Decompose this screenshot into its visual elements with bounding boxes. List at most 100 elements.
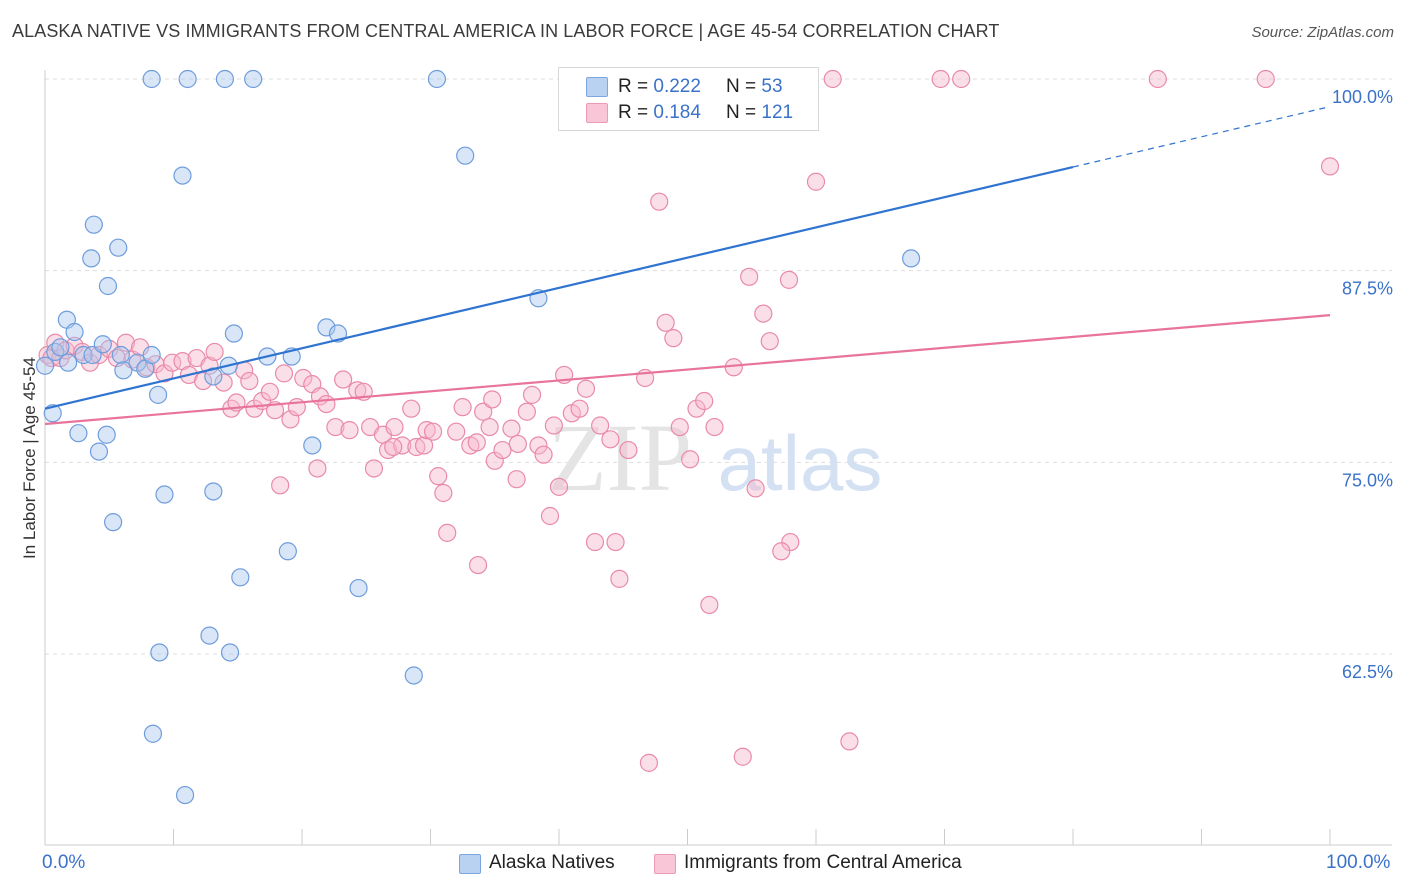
immigrants-point [549, 477, 569, 496]
immigrants-point [754, 304, 773, 323]
immigrants-point [823, 69, 842, 89]
immigrants-point [656, 313, 675, 332]
alaska-point [51, 338, 70, 357]
immigrants-point [610, 569, 629, 588]
alaska-point [104, 513, 123, 532]
alaska-point [65, 322, 84, 342]
bottom-legend-label-alaska: Alaska Natives [489, 852, 615, 873]
legend-n-label: N = [726, 102, 762, 123]
immigrants-point [1256, 69, 1275, 89]
immigrants-point [214, 373, 233, 392]
immigrants-point [205, 342, 224, 362]
alaska-point [231, 568, 250, 587]
alaska-point [456, 146, 475, 165]
alaska-trend-extension [1072, 106, 1331, 168]
legend-n-value: 121 [761, 102, 794, 123]
alaska-point [69, 424, 88, 443]
immigrants-point [502, 419, 521, 438]
immigrants-point [952, 69, 971, 89]
immigrants-point [619, 440, 638, 460]
legend-r-label: R = [618, 76, 654, 97]
immigrants-point [340, 421, 359, 440]
immigrants-point [447, 422, 466, 441]
zipatlas-watermark: ZIP atlas [548, 404, 882, 511]
legend-r-label: R = [618, 102, 654, 123]
immigrants-point [544, 416, 563, 435]
immigrants-point [1320, 157, 1340, 176]
immigrants-point [639, 753, 659, 772]
legend-r-value: 0.184 [653, 102, 701, 123]
alaska-point [317, 318, 336, 337]
immigrants-point [700, 595, 719, 615]
bottom-legend-swatch-pink [654, 854, 676, 874]
immigrants-point [402, 399, 421, 418]
immigrants-point [434, 483, 453, 503]
immigrants-point [271, 476, 290, 495]
legend-r-value: 0.222 [653, 76, 701, 97]
immigrants-point [245, 399, 264, 418]
immigrants-point [423, 422, 443, 441]
immigrants-point [772, 542, 791, 561]
alaska-point [155, 485, 174, 504]
immigrants-point [680, 450, 700, 469]
stats-legend: R = 0.222 N = 53 R = 0.184 N = 121 [558, 67, 819, 131]
immigrants-point [760, 332, 779, 351]
alaska-point [200, 626, 219, 645]
y-tick-label: 62.5% [1342, 662, 1393, 682]
immigrants-point [517, 402, 536, 421]
immigrants-point [570, 399, 589, 418]
immigrants-point [529, 436, 548, 455]
immigrants-point [534, 445, 553, 464]
alaska-point [244, 69, 263, 89]
immigrants-point [438, 523, 457, 542]
alaska-trend-line [44, 165, 1074, 410]
immigrants-point [576, 379, 596, 398]
immigrants-point [308, 459, 327, 478]
immigrants-point [670, 417, 689, 437]
alaska-point [98, 276, 118, 296]
alaska-point [215, 69, 234, 89]
axes [44, 70, 1392, 846]
alaska-point [148, 385, 168, 404]
immigrants-point [326, 417, 345, 437]
immigrants-point [417, 421, 436, 440]
immigrants-point [378, 440, 398, 460]
alaska-point [173, 166, 192, 185]
immigrants-point [100, 339, 119, 358]
alaska-point [178, 69, 197, 89]
immigrants-point [474, 402, 493, 421]
immigrants-point [507, 470, 526, 489]
immigrants-point [348, 381, 367, 400]
series-alaska-points [35, 69, 921, 805]
immigrants-point [522, 385, 542, 404]
legend-swatch-blue [586, 77, 608, 97]
alaska-point [303, 436, 322, 455]
alaska-point [175, 785, 195, 805]
immigrants-point [493, 440, 512, 460]
immigrants-point [931, 69, 950, 89]
immigrants-point [483, 390, 502, 409]
immigrants-point [840, 732, 859, 751]
alaska-point [143, 724, 163, 743]
y-tick-labels: 62.5% 75.0% 87.5% 100.0% [1332, 87, 1393, 682]
immigrants-point [540, 506, 560, 526]
immigrants-point [733, 747, 752, 766]
bottom-legend-swatch-blue [459, 854, 481, 874]
alaska-point [204, 482, 223, 501]
alaska-point [82, 249, 101, 268]
immigrants-point [384, 437, 403, 457]
immigrants-point [601, 430, 620, 449]
alaska-point [111, 345, 130, 365]
alaska-point [150, 643, 169, 662]
chart-title: ALASKA NATIVE VS IMMIGRANTS FROM CENTRAL… [12, 21, 1000, 41]
alaska-point [349, 578, 368, 598]
immigrants-point [650, 192, 669, 211]
alaska-point [278, 542, 297, 561]
alaska-point [89, 442, 109, 461]
immigrants-point [364, 459, 384, 478]
alaska-point [35, 356, 55, 375]
immigrants-point [385, 417, 404, 437]
immigrants-point [695, 391, 714, 411]
x-tick-label-min: 0.0% [42, 852, 86, 873]
alaska-point [901, 249, 921, 268]
